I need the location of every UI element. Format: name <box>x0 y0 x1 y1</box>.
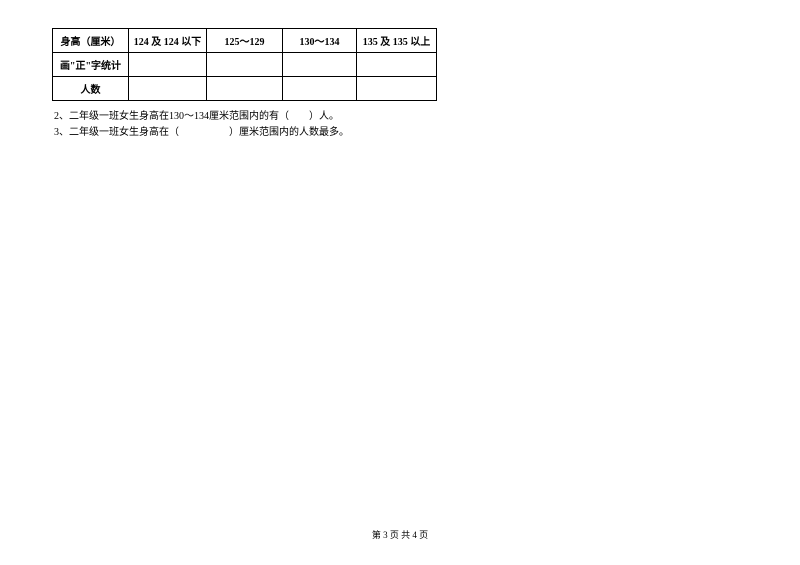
header-range2: 125～129 <box>207 29 283 53</box>
count-cell-4 <box>357 77 437 101</box>
tally-cell-1 <box>129 53 207 77</box>
table-tally-row: 画"正"字统计 <box>53 53 437 77</box>
tally-label: 画"正"字统计 <box>53 53 129 77</box>
header-range4: 135 及 135 以上 <box>357 29 437 53</box>
tally-cell-2 <box>207 53 283 77</box>
count-label: 人数 <box>53 77 129 101</box>
count-cell-3 <box>283 77 357 101</box>
count-cell-1 <box>129 77 207 101</box>
question-3: 3、二年级一班女生身高在（ ）厘米范围内的人数最多。 <box>54 125 748 141</box>
header-range3: 130～134 <box>283 29 357 53</box>
height-statistics-table: 身高（厘米） 124 及 124 以下 125～129 130～134 135 … <box>52 28 437 101</box>
header-height: 身高（厘米） <box>53 29 129 53</box>
count-cell-2 <box>207 77 283 101</box>
page-content: 身高（厘米） 124 及 124 以下 125～129 130～134 135 … <box>0 0 800 141</box>
tally-cell-3 <box>283 53 357 77</box>
table-count-row: 人数 <box>53 77 437 101</box>
question-2: 2、二年级一班女生身高在130～134厘米范围内的有（ ）人。 <box>54 109 748 125</box>
table-header-row: 身高（厘米） 124 及 124 以下 125～129 130～134 135 … <box>53 29 437 53</box>
tally-cell-4 <box>357 53 437 77</box>
header-range1: 124 及 124 以下 <box>129 29 207 53</box>
page-footer: 第 3 页 共 4 页 <box>0 528 800 541</box>
